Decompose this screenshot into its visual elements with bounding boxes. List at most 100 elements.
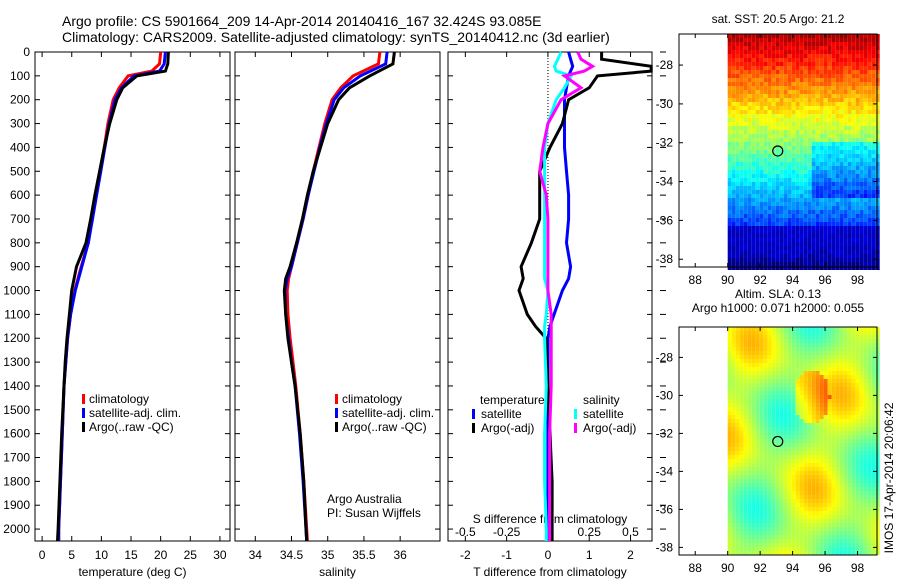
map-cell <box>783 443 788 447</box>
legend-label: satellite-adj. clim. <box>89 406 181 420</box>
map-cell <box>819 399 824 403</box>
map-cell <box>791 547 796 551</box>
map-cell <box>839 246 844 250</box>
map-cell <box>755 427 760 431</box>
map-cell <box>843 379 848 383</box>
map-cell <box>787 66 792 70</box>
map-cell <box>795 130 800 134</box>
map-cell <box>871 399 876 403</box>
map-cell <box>791 463 796 467</box>
map-cell <box>763 234 768 238</box>
map-cell <box>743 134 748 138</box>
map-cell <box>819 551 824 555</box>
map-cell <box>751 74 756 78</box>
map-cell <box>863 523 868 527</box>
map-cell <box>847 214 852 218</box>
map-cell <box>755 475 760 479</box>
map-cell <box>875 471 880 475</box>
map-cell <box>819 82 824 86</box>
map-cell <box>819 186 824 190</box>
map-cell <box>827 150 832 154</box>
map-cell <box>755 375 760 379</box>
map-cell <box>867 42 872 46</box>
map-cell <box>823 214 828 218</box>
map-cell <box>823 479 828 483</box>
map-cell <box>867 527 872 531</box>
map-cell <box>735 74 740 78</box>
map-cell <box>803 102 808 106</box>
map-cell <box>843 527 848 531</box>
map-cell <box>875 483 880 487</box>
map-cell <box>771 391 776 395</box>
map-cell <box>735 94 740 98</box>
map-cell <box>827 86 832 90</box>
map-cell <box>771 130 776 134</box>
map-cell <box>731 519 736 523</box>
map-cell <box>795 331 800 335</box>
map-cell <box>867 547 872 551</box>
map-cell <box>735 379 740 383</box>
map-cell <box>875 166 880 170</box>
map-cell <box>815 523 820 527</box>
map-cell <box>871 170 876 174</box>
map-cell <box>847 202 852 206</box>
map-cell <box>743 142 748 146</box>
map-cell <box>831 194 836 198</box>
map-cell <box>807 170 812 174</box>
y-tick-label: 1800 <box>3 474 30 488</box>
map-cell <box>847 166 852 170</box>
map-cell <box>843 547 848 551</box>
map-cell <box>819 66 824 70</box>
map-cell <box>871 379 876 383</box>
map-cell <box>727 34 732 38</box>
x2-tick-label: 0.25 <box>578 525 602 539</box>
map-cell <box>771 194 776 198</box>
map-cell <box>735 387 740 391</box>
map-cell <box>847 407 852 411</box>
map-cell <box>735 42 740 46</box>
map-cell <box>779 238 784 242</box>
map-cell <box>783 74 788 78</box>
map-cell <box>819 74 824 78</box>
map-cell <box>739 515 744 519</box>
map-cell <box>779 50 784 54</box>
map-cell <box>847 122 852 126</box>
map-cell <box>763 371 768 375</box>
map-cell <box>763 82 768 86</box>
map-cell <box>847 186 852 190</box>
map-cell <box>747 94 752 98</box>
map-cell <box>735 70 740 74</box>
map-cell <box>843 218 848 222</box>
map-cell <box>783 42 788 46</box>
map-cell <box>739 82 744 86</box>
map-cell <box>739 543 744 547</box>
map-cell <box>759 499 764 503</box>
map-cell <box>779 343 784 347</box>
map-cell <box>847 355 852 359</box>
map-cell <box>779 327 784 331</box>
map-cell <box>851 94 856 98</box>
map-cell <box>747 242 752 246</box>
map-cell <box>739 331 744 335</box>
map-cell <box>783 511 788 515</box>
map-cell <box>815 126 820 130</box>
map-cell <box>855 387 860 391</box>
map-cell <box>751 499 756 503</box>
map-cell <box>871 511 876 515</box>
map-cell <box>843 539 848 543</box>
map-cell <box>839 182 844 186</box>
map-cell <box>747 142 752 146</box>
map-cell <box>827 90 832 94</box>
map-cell <box>743 515 748 519</box>
map-cell <box>867 431 872 435</box>
map-cell <box>831 58 836 62</box>
map-cell <box>803 495 808 499</box>
map-cell <box>727 126 732 130</box>
map-cell <box>775 363 780 367</box>
map-cell <box>791 403 796 407</box>
map-cell <box>739 42 744 46</box>
map-cell <box>831 371 836 375</box>
map-cell <box>767 218 772 222</box>
map-cell <box>851 70 856 74</box>
map-cell <box>835 134 840 138</box>
